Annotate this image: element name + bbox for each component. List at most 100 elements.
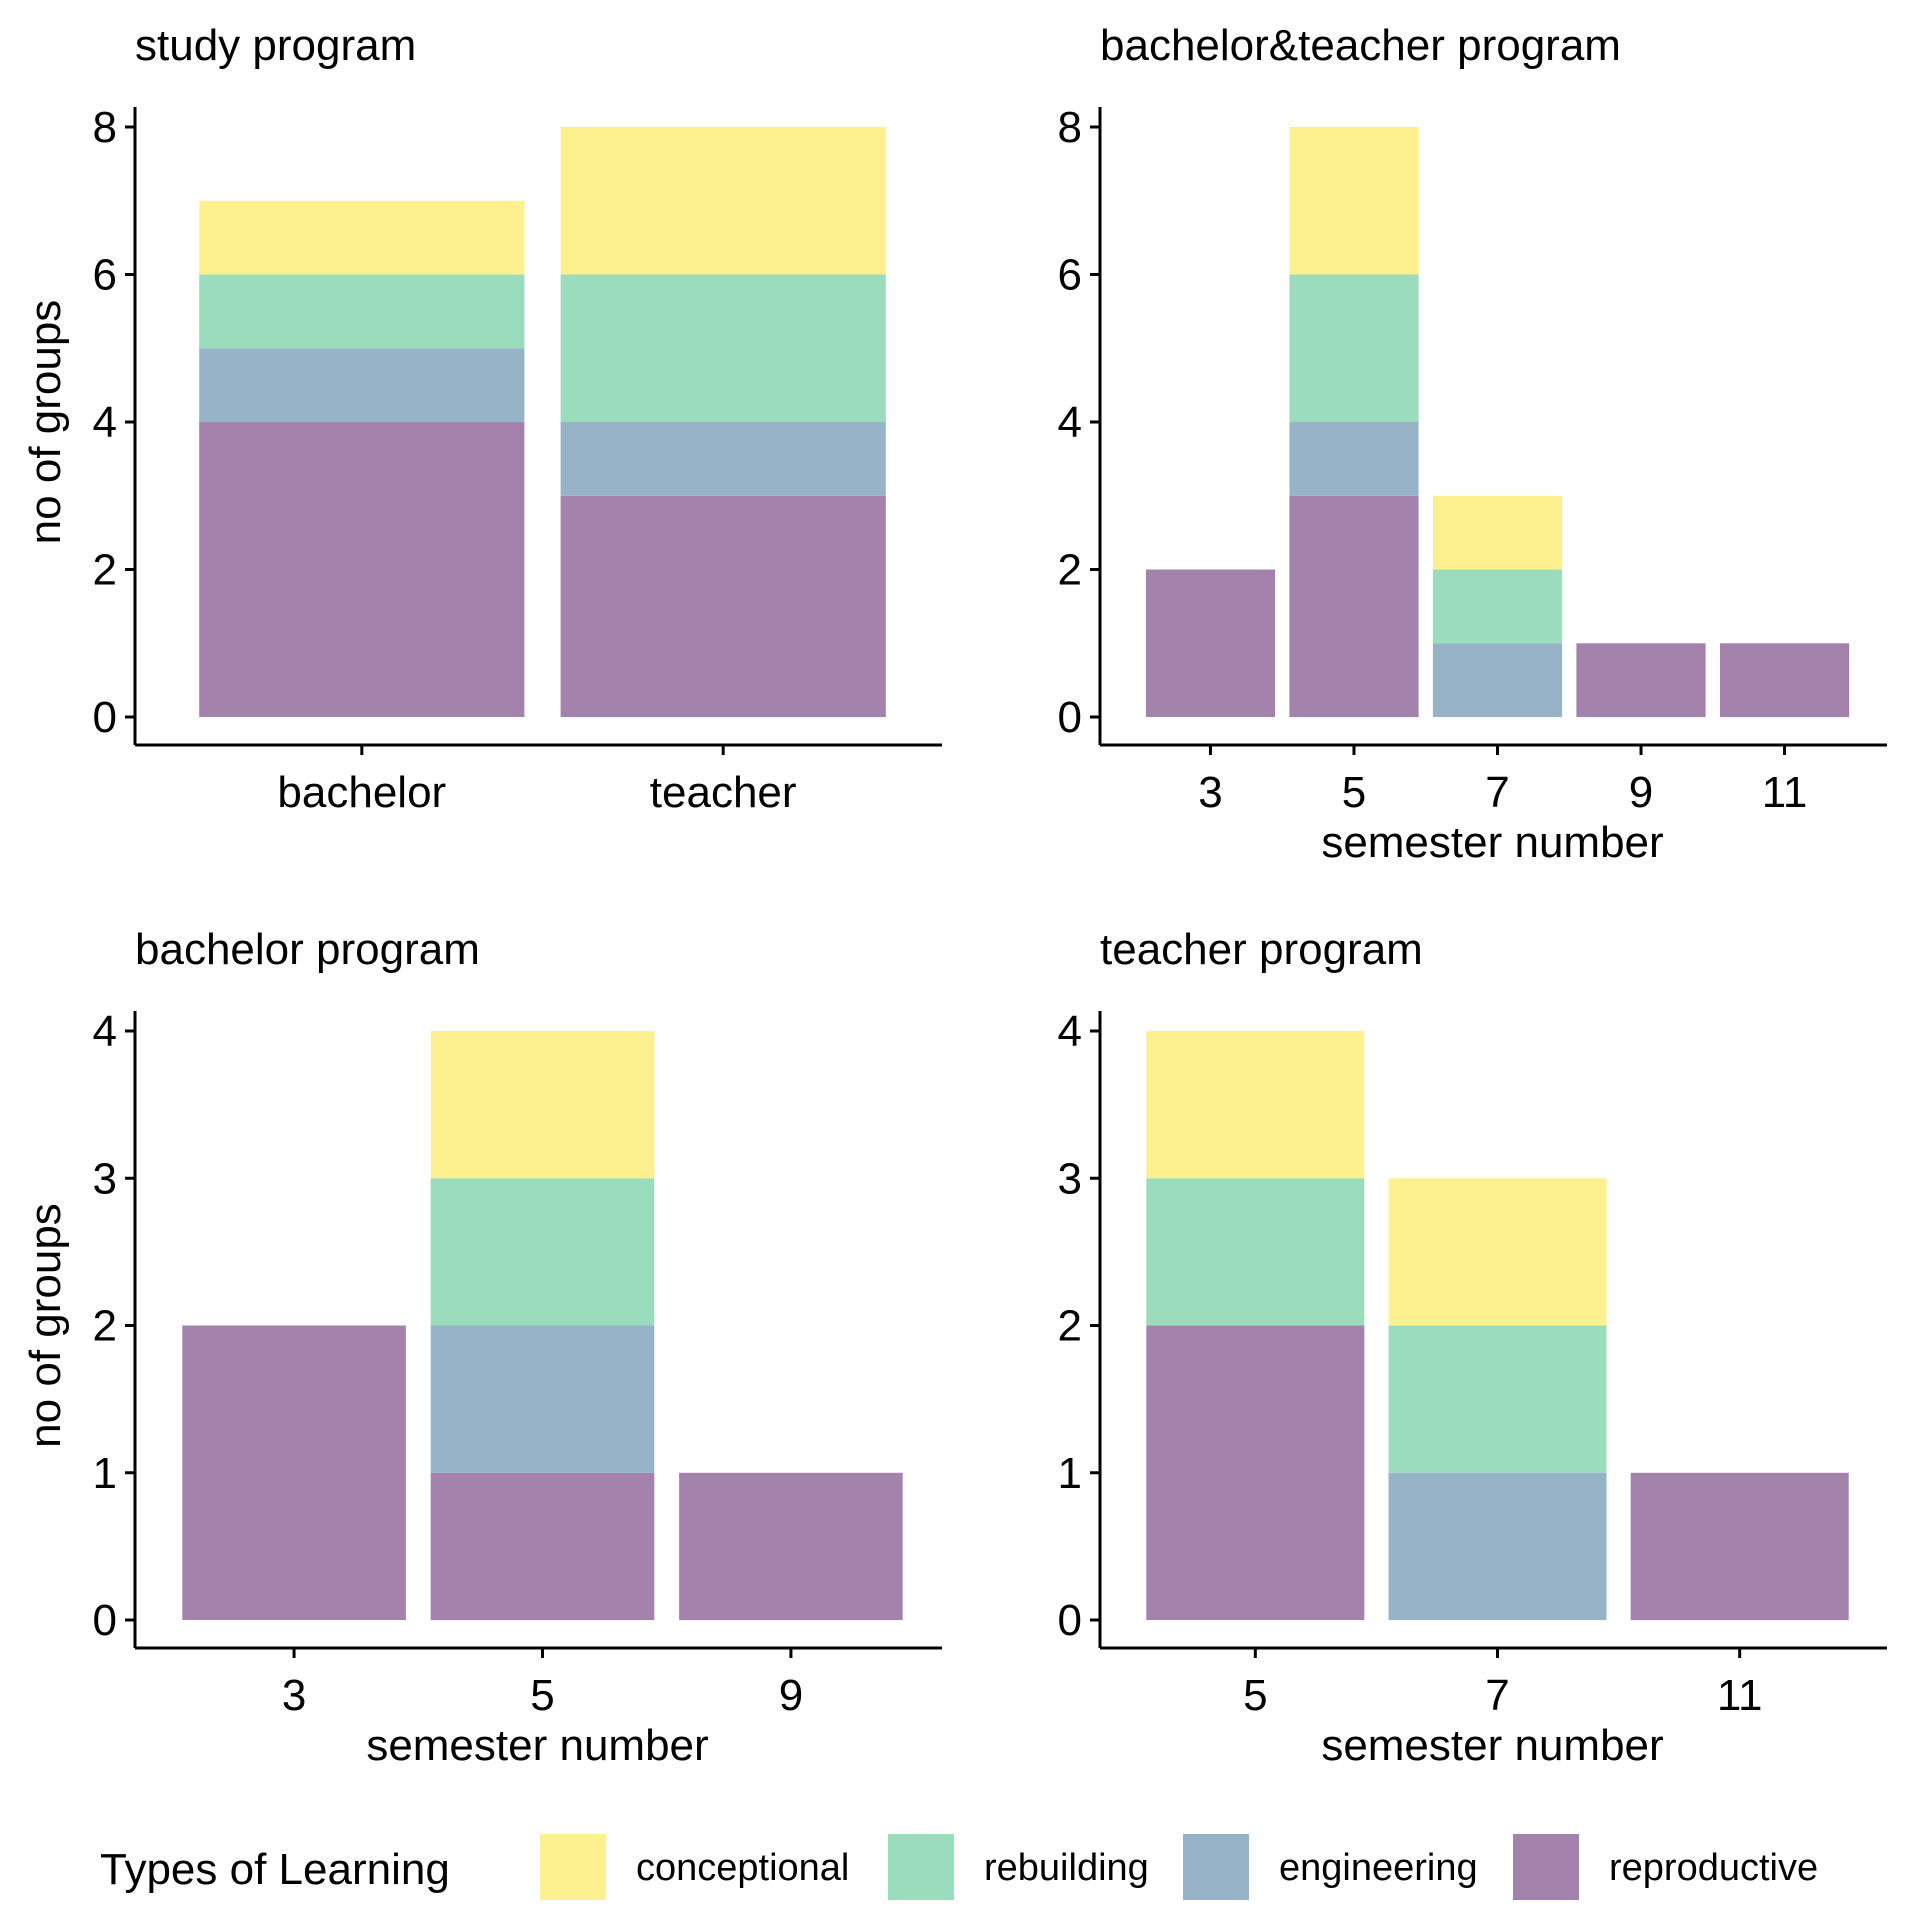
x-tick-label: 9 [779, 1671, 803, 1720]
x-tick-label: 5 [1342, 768, 1366, 817]
bars [182, 1031, 903, 1621]
chart-panels: study program 0 2 4 6 8 bachelor teacher no of g… [21, 21, 1887, 1770]
bar-5-conceptional [1146, 1031, 1365, 1179]
bar-5-engineering [1289, 422, 1419, 496]
bar-bachelor-conceptional [199, 200, 525, 275]
bar-5-engineering [430, 1325, 655, 1473]
y-tick-label: 3 [1058, 1154, 1082, 1203]
y-tick-label: 4 [93, 1007, 117, 1056]
legend-item-engineering: engineering [1183, 1834, 1478, 1900]
x-axis: 5 7 11 [1100, 1646, 1887, 1720]
bar-teacher-engineering [560, 422, 886, 496]
panel-title: bachelor&teacher program [1100, 21, 1621, 70]
y-tick-label: 1 [93, 1449, 117, 1498]
panel-study-program: study program 0 2 4 6 8 bachelor teacher no of g… [21, 21, 942, 817]
bar-bachelor-reproductive [199, 422, 525, 717]
bar-7-conceptional [1432, 495, 1563, 570]
x-axis-title: semester number [366, 1721, 708, 1770]
x-tick-label: 11 [1717, 1671, 1763, 1720]
panel-title: teacher program [1100, 925, 1423, 974]
legend-item-rebuilding: rebuilding [888, 1834, 1149, 1900]
bar-7-engineering [1388, 1472, 1607, 1621]
x-tick-label: 9 [1629, 768, 1653, 817]
y-tick-label: 1 [1058, 1449, 1082, 1498]
bar-teacher-rebuilding [560, 274, 886, 422]
x-tick-label: 7 [1485, 1671, 1509, 1720]
panel-bachelor-teacher-program: bachelor&teacher program 0 2 4 6 8 3 5 7 9 11 semes… [1058, 21, 1887, 867]
bars [199, 127, 886, 718]
x-axis-title: semester number [1321, 1721, 1663, 1770]
x-tick-label: teacher [650, 768, 797, 817]
y-tick-label: 0 [1058, 1596, 1082, 1645]
y-tick-label: 4 [93, 398, 117, 447]
legend-swatch [540, 1834, 606, 1900]
x-tick-label: 5 [1243, 1671, 1267, 1720]
bar-5-reproductive [1289, 495, 1419, 718]
y-axis-title: no of groups [21, 300, 70, 545]
y-tick-label: 6 [1058, 251, 1082, 300]
bars [1146, 1031, 1849, 1621]
panel-bachelor-program: bachelor program 0 1 2 3 4 3 5 9 semester number n… [21, 925, 942, 1770]
x-tick-label: 3 [282, 1671, 306, 1720]
bar-7-conceptional [1388, 1178, 1607, 1326]
bar-5-conceptional [430, 1031, 655, 1179]
y-axis: 0 2 4 6 8 [93, 103, 137, 745]
y-tick-label: 2 [1058, 1302, 1082, 1351]
panel-teacher-program: teacher program 0 1 2 3 4 5 7 11 semester number [1058, 925, 1887, 1770]
bar-5-rebuilding [1146, 1178, 1365, 1326]
bar-7-engineering [1432, 643, 1563, 718]
y-tick-label: 6 [93, 251, 117, 300]
bar-11-reproductive [1720, 643, 1850, 718]
y-tick-label: 2 [93, 546, 117, 595]
y-tick-label: 0 [1058, 693, 1082, 742]
legend-label: conceptional [636, 1847, 849, 1889]
legend-title: Types of Learning [100, 1845, 450, 1894]
legend-swatch [1183, 1834, 1249, 1900]
legend: Types of Learning conceptional rebuilding… [100, 1834, 1818, 1900]
bar-7-rebuilding [1432, 569, 1563, 644]
x-axis: bachelor teacher [135, 743, 942, 817]
bar-7-rebuilding [1388, 1325, 1607, 1473]
bar-bachelor-rebuilding [199, 274, 525, 349]
y-tick-label: 4 [1058, 398, 1082, 447]
x-axis-title: semester number [1321, 818, 1663, 867]
bar-5-rebuilding [1289, 274, 1419, 422]
x-tick-label: 7 [1485, 768, 1509, 817]
y-axis: 0 2 4 6 8 [1058, 103, 1102, 745]
y-tick-label: 0 [93, 1596, 117, 1645]
y-axis: 0 1 2 3 4 [93, 1007, 137, 1648]
y-tick-label: 0 [93, 693, 117, 742]
x-tick-label: 5 [530, 1671, 554, 1720]
bar-3-reproductive [1145, 569, 1276, 717]
legend-item-conceptional: conceptional [540, 1834, 849, 1900]
legend-swatch [1513, 1834, 1579, 1900]
y-axis-title: no of groups [21, 1203, 70, 1448]
y-tick-label: 2 [93, 1302, 117, 1351]
y-tick-label: 8 [93, 103, 117, 152]
legend-label: rebuilding [984, 1847, 1149, 1889]
legend-items: conceptional rebuilding engineering reprodu… [540, 1834, 1818, 1900]
y-tick-label: 3 [93, 1154, 117, 1203]
legend-label: engineering [1279, 1847, 1478, 1889]
bar-5-conceptional [1289, 127, 1419, 275]
legend-label: reproductive [1609, 1847, 1818, 1889]
bar-5-reproductive [1146, 1325, 1365, 1620]
bar-teacher-reproductive [560, 495, 886, 718]
bar-teacher-conceptional [560, 127, 886, 275]
bar-3-reproductive [182, 1325, 406, 1620]
x-tick-label: bachelor [277, 768, 446, 817]
y-axis: 0 1 2 3 4 [1058, 1007, 1102, 1648]
x-axis: 3 5 7 9 11 [1100, 743, 1887, 817]
bar-bachelor-engineering [199, 348, 525, 423]
bar-11-reproductive [1630, 1472, 1849, 1621]
x-axis: 3 5 9 [135, 1646, 942, 1720]
y-tick-label: 4 [1058, 1007, 1082, 1056]
bar-9-reproductive [1576, 643, 1706, 718]
panel-title: bachelor program [135, 925, 480, 974]
panel-title: study program [135, 21, 416, 70]
bar-5-rebuilding [430, 1178, 655, 1326]
bar-9-reproductive [679, 1472, 903, 1621]
legend-item-reproductive: reproductive [1513, 1834, 1818, 1900]
x-tick-label: 11 [1762, 768, 1808, 817]
